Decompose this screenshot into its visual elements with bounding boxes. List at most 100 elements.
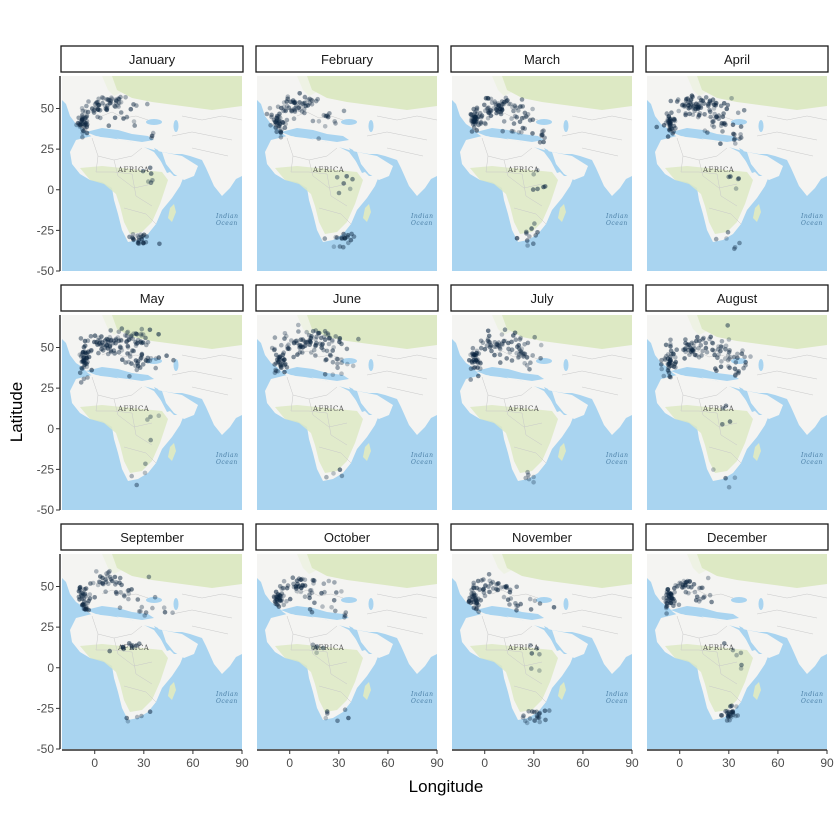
observation-point	[485, 338, 491, 343]
observation-point	[323, 330, 329, 336]
observation-point	[691, 343, 696, 349]
facet-label: March	[524, 52, 560, 67]
observation-point	[280, 352, 286, 357]
observation-points	[74, 94, 162, 247]
observation-point	[304, 329, 309, 335]
observation-point	[109, 95, 114, 100]
map-panel-october	[257, 554, 437, 749]
observation-point	[83, 606, 88, 612]
observation-point	[142, 613, 147, 618]
observation-point	[162, 609, 168, 615]
observation-point	[127, 354, 133, 359]
observation-point	[529, 226, 534, 231]
observation-point	[486, 572, 492, 577]
observation-point	[524, 238, 530, 243]
observation-point	[141, 232, 147, 238]
x-tick-label: 0	[91, 756, 98, 770]
observation-point	[311, 645, 316, 651]
basemap	[452, 554, 632, 749]
observation-point	[537, 652, 542, 657]
observation-point	[297, 107, 302, 112]
observation-point	[484, 106, 490, 112]
observation-point	[664, 600, 670, 606]
observation-point	[733, 372, 738, 378]
facet-label: July	[530, 291, 554, 306]
observation-point	[139, 234, 144, 240]
observation-point	[692, 352, 698, 358]
observation-point	[526, 709, 531, 714]
observation-point	[725, 102, 731, 108]
observation-point	[323, 113, 329, 119]
observation-point	[481, 587, 486, 592]
observation-point	[705, 130, 710, 135]
observation-point	[713, 236, 719, 242]
observation-point	[282, 369, 287, 375]
x-tick-label: 90	[820, 756, 834, 770]
observation-point	[668, 337, 673, 343]
map-panel-september	[62, 554, 242, 749]
observation-point	[125, 351, 130, 356]
observation-point	[147, 358, 153, 364]
observation-point	[487, 578, 493, 584]
observation-point	[83, 115, 89, 120]
observation-point	[694, 338, 699, 344]
observation-point	[284, 585, 290, 591]
observation-point	[337, 244, 343, 249]
observation-point	[725, 357, 731, 363]
observation-point	[469, 116, 475, 121]
observation-point	[532, 221, 537, 226]
observation-point	[292, 107, 298, 113]
observation-point	[715, 355, 720, 361]
observation-point	[506, 346, 511, 352]
observation-point	[307, 588, 313, 593]
observation-point	[345, 361, 350, 367]
map-panel-april	[647, 76, 827, 271]
observation-point	[738, 666, 744, 671]
observation-point	[517, 119, 523, 125]
observation-point	[741, 108, 747, 113]
observation-point	[108, 338, 113, 343]
observation-point	[671, 603, 676, 609]
observation-point	[112, 350, 118, 356]
observation-point	[128, 106, 134, 112]
observation-point	[702, 594, 707, 600]
observation-point	[99, 334, 104, 339]
observation-point	[665, 134, 671, 139]
observation-point	[274, 115, 279, 121]
observation-point	[519, 97, 525, 102]
observation-point	[509, 339, 514, 345]
observation-point	[285, 583, 291, 588]
observation-point	[516, 108, 521, 113]
observation-point	[277, 584, 283, 589]
observation-point	[107, 574, 113, 580]
observation-point	[494, 110, 499, 116]
observation-point	[291, 581, 296, 587]
observation-point	[112, 115, 118, 121]
observation-point	[729, 703, 734, 709]
observation-point	[677, 580, 682, 586]
observation-point	[279, 586, 284, 591]
observation-point	[704, 349, 710, 355]
observation-point	[319, 590, 324, 596]
observation-point	[116, 349, 122, 355]
observation-point	[725, 323, 730, 328]
observation-point	[294, 578, 300, 583]
observation-point	[327, 335, 332, 341]
observation-point	[528, 643, 533, 648]
observation-point	[118, 345, 124, 351]
observation-point	[316, 136, 321, 141]
observation-point	[300, 583, 306, 589]
observation-point	[474, 600, 480, 606]
observation-point	[484, 343, 490, 348]
observation-point	[117, 344, 123, 349]
observation-point	[96, 337, 101, 343]
observation-point	[498, 106, 503, 112]
observation-point	[109, 578, 115, 584]
observation-point	[472, 111, 478, 116]
observation-point	[85, 600, 91, 606]
observation-point	[492, 99, 497, 104]
observation-point	[104, 571, 109, 576]
observation-point	[148, 180, 154, 185]
observation-point	[80, 115, 85, 120]
observation-point	[111, 338, 117, 344]
